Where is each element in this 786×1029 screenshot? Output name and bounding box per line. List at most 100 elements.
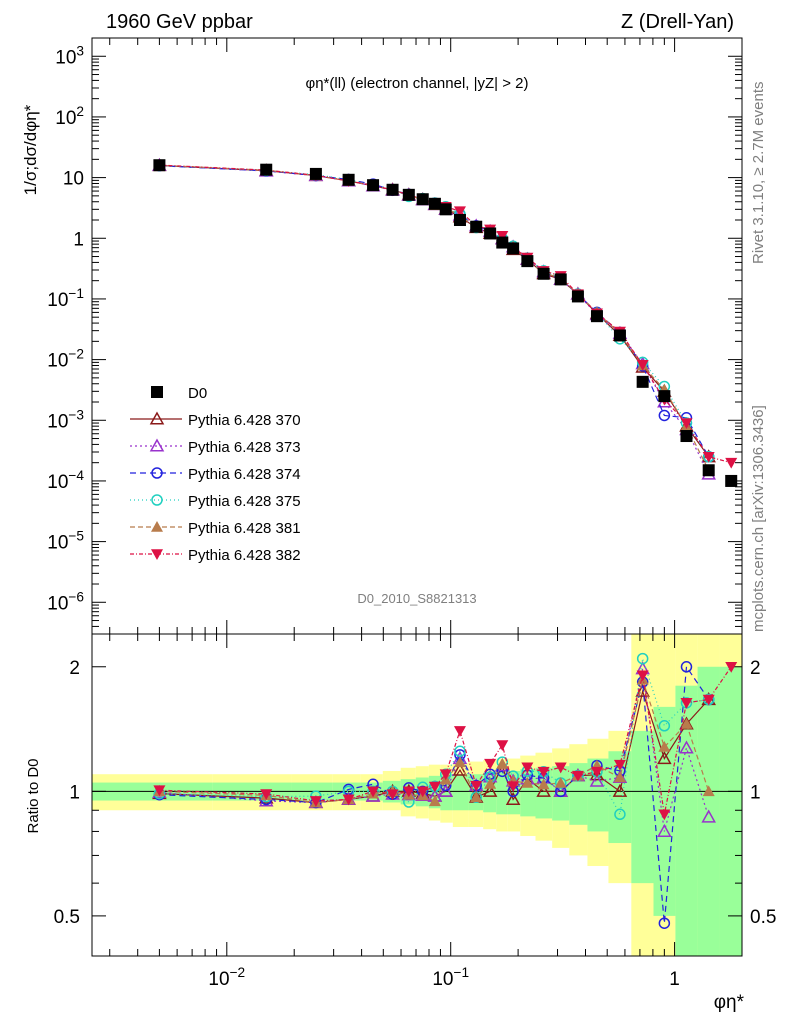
series-point-ratio bbox=[428, 781, 441, 793]
legend-entry-1: Pythia 6.428 370 bbox=[130, 411, 301, 429]
series-layer bbox=[152, 157, 738, 929]
series-point-ratio bbox=[536, 783, 551, 797]
series-point-ratio bbox=[367, 786, 380, 798]
series-point-ratio bbox=[701, 809, 716, 823]
ratio-y-tick-label-right: 0.5 bbox=[750, 907, 776, 928]
series-point-ratio bbox=[482, 783, 498, 797]
ratio-y-tick-label-right: 2 bbox=[750, 658, 761, 679]
series-point-ratio bbox=[416, 786, 429, 798]
series-point-ratio bbox=[521, 776, 534, 788]
data-point bbox=[554, 273, 567, 286]
series-point-ratio bbox=[153, 785, 166, 797]
series-point-ratio bbox=[657, 751, 672, 765]
legend-label: Pythia 6.428 373 bbox=[188, 439, 301, 456]
series-point-ratio bbox=[613, 759, 626, 771]
series-point-main bbox=[702, 451, 715, 463]
series-point-ratio bbox=[470, 780, 483, 792]
series-point-ratio bbox=[702, 785, 715, 797]
series-point-ratio bbox=[657, 823, 672, 837]
legend-entry-5: Pythia 6.428 381 bbox=[130, 520, 301, 537]
data-point bbox=[428, 197, 441, 210]
series-point-ratio bbox=[342, 794, 355, 806]
series-point-ratio bbox=[537, 778, 550, 790]
legend: D0 Pythia 6.428 370 Pythia 6.428 373 Pythia… bbox=[130, 385, 301, 564]
ratio-y-tick-label-left: 1 bbox=[69, 782, 80, 803]
data-point bbox=[636, 375, 649, 388]
data-point bbox=[153, 159, 166, 172]
series-point-ratio bbox=[636, 670, 649, 682]
side-label-rivet: Rivet 3.1.10, ≥ 2.7M events bbox=[750, 82, 767, 265]
series-point-ratio bbox=[658, 809, 671, 821]
series-point-ratio bbox=[725, 661, 738, 673]
series-point-ratio bbox=[537, 766, 550, 778]
axes: 10−2 10−1 110310210110−110−210−310−410−510… bbox=[47, 37, 776, 990]
main-y-tick-label: 10−1 bbox=[47, 286, 84, 311]
main-y-tick-label: 102 bbox=[55, 104, 84, 129]
legend-label: Pythia 6.428 375 bbox=[188, 493, 301, 510]
series-point-ratio bbox=[680, 698, 693, 709]
series-point-ratio bbox=[496, 757, 509, 769]
main-y-tick-label: 10−3 bbox=[47, 407, 84, 432]
ratio-y-tick-label-left: 0.5 bbox=[54, 907, 80, 928]
legend-label-data: D0 bbox=[188, 385, 207, 402]
series-point-ratio bbox=[438, 783, 453, 797]
analysis-watermark: D0_2010_S8821313 bbox=[357, 591, 476, 606]
series-point-ratio bbox=[260, 789, 273, 801]
series-point-ratio bbox=[612, 783, 628, 797]
legend-label: Pythia 6.428 381 bbox=[188, 520, 301, 537]
legend-marker bbox=[151, 467, 163, 479]
series-point-ratio bbox=[636, 652, 649, 665]
data-point bbox=[725, 474, 738, 487]
data-point bbox=[702, 464, 715, 477]
series-line-ratio bbox=[159, 665, 710, 924]
data-point bbox=[680, 430, 693, 443]
data-point bbox=[613, 329, 626, 342]
main-plot-frame bbox=[91, 37, 743, 635]
series-point-ratio bbox=[571, 770, 584, 782]
series-point-ratio bbox=[402, 786, 415, 798]
series-point-ratio bbox=[658, 720, 671, 732]
legend-label: Pythia 6.428 382 bbox=[188, 547, 301, 564]
series-point-main bbox=[453, 206, 466, 218]
data-point bbox=[402, 188, 415, 201]
band-green-bin bbox=[483, 772, 497, 813]
ratio-plot-frame bbox=[91, 633, 743, 957]
band-green-bin bbox=[719, 666, 742, 956]
legend-marker bbox=[149, 438, 165, 452]
data-point bbox=[470, 220, 483, 233]
legend-entry-data: D0 bbox=[151, 385, 207, 402]
legend-marker bbox=[151, 521, 163, 532]
process-label: Z (Drell-Yan) bbox=[621, 11, 734, 33]
ratio-y-tick-label-right: 1 bbox=[750, 782, 761, 803]
data-point bbox=[453, 214, 466, 227]
data-point bbox=[342, 173, 355, 186]
series-point-ratio bbox=[680, 717, 693, 729]
series-point-ratio bbox=[658, 740, 671, 752]
legend-marker bbox=[151, 494, 163, 506]
legend-marker-data bbox=[151, 386, 163, 398]
series-point-main bbox=[680, 418, 693, 430]
band-green-bin bbox=[452, 774, 469, 811]
main-y-tick-label: 10−6 bbox=[47, 589, 84, 614]
series-point-ratio bbox=[679, 740, 694, 754]
series-point-ratio bbox=[554, 776, 567, 788]
x-axis-label: φη* bbox=[714, 992, 745, 1013]
series-point-ratio bbox=[613, 771, 626, 783]
legend-marker bbox=[151, 549, 163, 560]
data-point bbox=[537, 267, 550, 280]
series-point-ratio bbox=[453, 726, 466, 737]
x-tick-label: 1 bbox=[669, 969, 680, 990]
legend-entry-3: Pythia 6.428 374 bbox=[130, 466, 301, 483]
main-y-tick-label: 10−2 bbox=[47, 347, 84, 372]
x-tick-label: 10−1 bbox=[432, 965, 469, 990]
band-green-bin bbox=[552, 766, 570, 821]
series-point-ratio bbox=[521, 762, 534, 774]
data-point bbox=[658, 390, 671, 403]
data-point bbox=[386, 183, 399, 196]
main-y-tick-label: 10 bbox=[63, 169, 84, 190]
series-point-main bbox=[636, 360, 649, 371]
data-point bbox=[260, 163, 273, 176]
data-point bbox=[571, 290, 584, 303]
